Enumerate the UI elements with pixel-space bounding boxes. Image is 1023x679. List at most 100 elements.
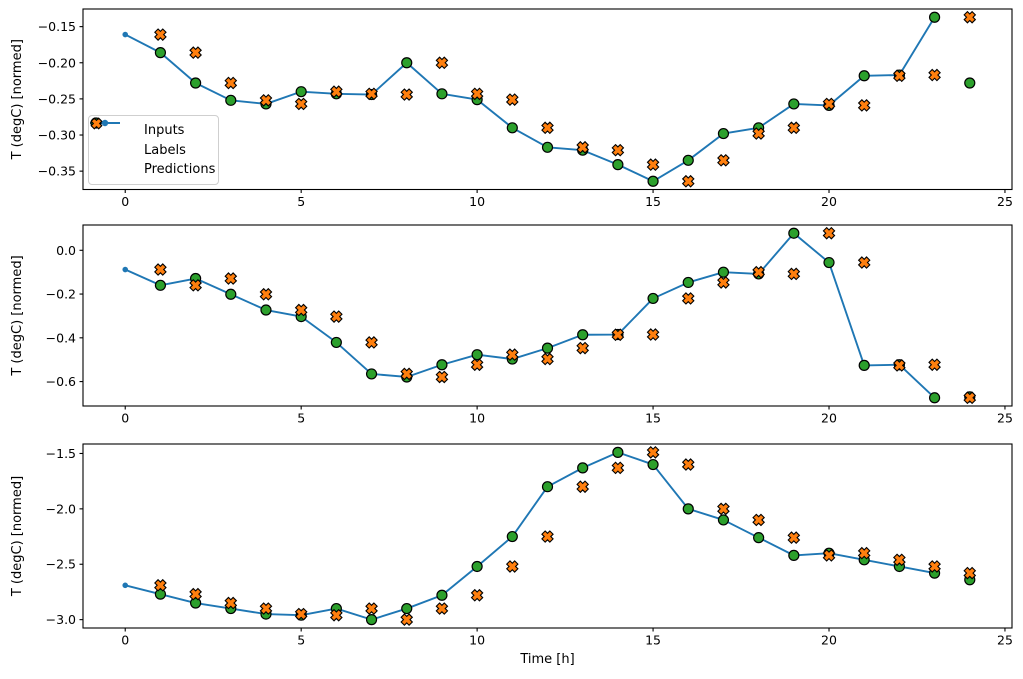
y-tick-label: −0.4 — [46, 330, 76, 345]
label-point — [928, 11, 941, 23]
label-point — [154, 588, 167, 600]
label-point — [858, 70, 870, 82]
predictions-scatter — [154, 445, 977, 627]
prediction-point — [576, 341, 590, 355]
prediction-point — [259, 93, 273, 107]
prediction-point — [928, 560, 941, 573]
y-tick-label: −0.35 — [38, 164, 76, 179]
y-axis-ticks: −1.5 −2.0 −2.5 −3.0 — [46, 446, 83, 627]
legend: Inputs Labels Predictions — [88, 115, 219, 185]
y-axis-label: T (degC) [normed] — [10, 476, 25, 597]
prediction-point — [611, 143, 625, 157]
x-tick-label: 10 — [469, 411, 485, 426]
y-tick-label: −0.6 — [46, 374, 76, 389]
label-point — [647, 292, 659, 305]
prediction-point — [435, 602, 449, 615]
prediction-point — [787, 531, 801, 545]
label-point — [788, 98, 800, 110]
inputs-point — [122, 582, 129, 589]
y-tick-label: −1.5 — [46, 446, 76, 461]
prediction-point — [154, 578, 167, 592]
inputs-point — [122, 266, 129, 273]
label-point — [682, 154, 694, 166]
x-tick-label: 0 — [121, 633, 129, 648]
prediction-point — [928, 358, 941, 372]
x-axis-ticks: 0 5 10 15 20 25 — [121, 628, 1013, 648]
y-axis-label: T (degC) [normed] — [10, 255, 25, 376]
prediction-point — [646, 328, 660, 341]
label-point — [577, 462, 589, 474]
label-point — [788, 227, 800, 239]
label-point — [717, 266, 730, 278]
prediction-point — [294, 607, 308, 621]
label-point — [577, 329, 589, 341]
prediction-point — [505, 348, 519, 362]
label-point — [541, 141, 554, 153]
prediction-point — [154, 263, 167, 276]
labels-scatter — [154, 446, 976, 626]
x-tick-label: 15 — [645, 633, 661, 648]
legend-label-inputs: Inputs — [144, 123, 185, 139]
label-point — [612, 446, 624, 458]
prediction-point — [435, 370, 449, 384]
x-tick-label: 15 — [645, 411, 661, 426]
prediction-point — [189, 46, 202, 60]
subplot-3: −1.5 −2.0 −2.5 −3.0 0 5 10 15 20 25 T (degC) [norm… — [10, 443, 1013, 667]
label-point — [436, 88, 448, 100]
legend-label-predictions: Predictions — [144, 162, 216, 178]
y-tick-label: −0.30 — [38, 128, 76, 143]
prediction-point — [963, 391, 977, 405]
inputs-line — [122, 230, 938, 401]
label-point — [823, 256, 835, 269]
prediction-point — [681, 458, 695, 471]
prediction-point — [329, 608, 343, 622]
y-tick-label: 0.0 — [56, 243, 76, 258]
prediction-point — [681, 174, 695, 188]
label-point — [154, 47, 167, 59]
label-point — [436, 359, 448, 371]
label-point — [225, 94, 237, 106]
prediction-point — [259, 602, 273, 615]
prediction-point — [752, 265, 766, 279]
prediction-point — [928, 68, 941, 82]
prediction-point — [857, 256, 871, 269]
x-tick-label: 25 — [997, 411, 1013, 426]
label-point — [964, 77, 976, 89]
axes-spines — [82, 8, 1013, 191]
prediction-point — [224, 272, 238, 285]
x-tick-label: 5 — [297, 411, 305, 426]
label-point — [717, 514, 730, 526]
y-tick-label: −0.20 — [38, 55, 76, 70]
y-axis-label: T (degC) [normed] — [10, 39, 25, 160]
prediction-point — [752, 127, 766, 140]
predictions-scatter — [154, 10, 977, 188]
prediction-point — [576, 140, 590, 154]
label-point — [541, 342, 554, 354]
label-point — [471, 349, 483, 361]
x-tick-label: 25 — [997, 194, 1013, 209]
prediction-point — [189, 278, 202, 292]
prediction-point — [365, 87, 378, 101]
inputs-path — [124, 451, 935, 621]
prediction-point — [717, 276, 730, 289]
label-point — [295, 86, 307, 98]
y-tick-label: −0.15 — [38, 19, 76, 34]
label-point — [717, 127, 730, 140]
prediction-point — [470, 588, 484, 602]
prediction-point — [365, 602, 378, 615]
labels-scatter — [154, 227, 976, 404]
prediction-point — [857, 99, 871, 112]
y-tick-label: −0.2 — [46, 287, 76, 302]
prediction-point — [541, 530, 554, 543]
prediction-point — [576, 480, 590, 494]
prediction-point — [224, 76, 238, 90]
x-axis-ticks: 0 5 10 15 20 25 — [121, 406, 1013, 426]
prediction-point — [294, 97, 308, 111]
prediction-point — [329, 310, 343, 323]
y-tick-label: −0.25 — [38, 91, 76, 106]
prediction-point — [400, 367, 414, 381]
prediction-point — [541, 352, 554, 366]
prediction-point — [470, 358, 484, 372]
prediction-point — [505, 560, 519, 573]
